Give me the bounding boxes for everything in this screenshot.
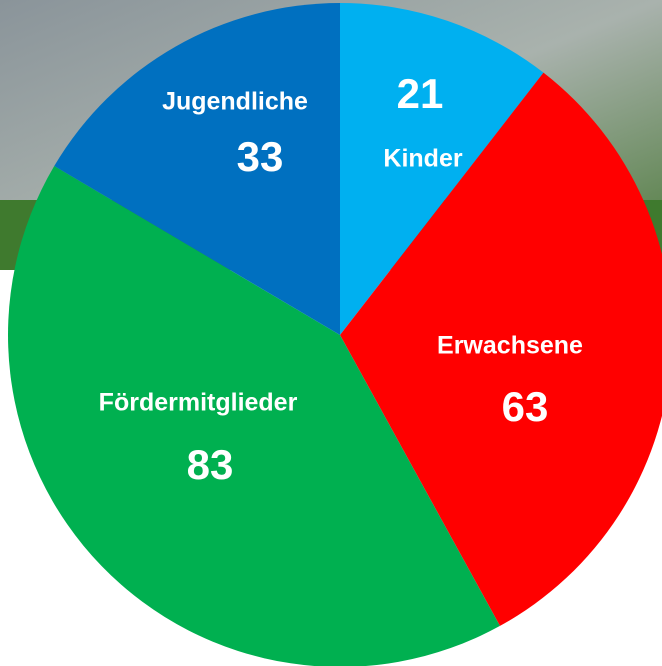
pie-slice	[340, 72, 662, 626]
slice-value: 83	[187, 441, 234, 488]
slice-value: 21	[397, 70, 444, 117]
slice-label: Erwachsene	[437, 332, 583, 360]
slice-label: Fördermitglieder	[99, 389, 298, 417]
slice-label: Jugendliche	[162, 88, 308, 116]
slice-label: Kinder	[383, 145, 462, 173]
slice-value: 33	[237, 133, 284, 180]
slice-value: 63	[502, 383, 549, 430]
pie-slice	[54, 2, 341, 335]
pie-slice	[340, 3, 544, 335]
pie-slice	[8, 165, 500, 666]
